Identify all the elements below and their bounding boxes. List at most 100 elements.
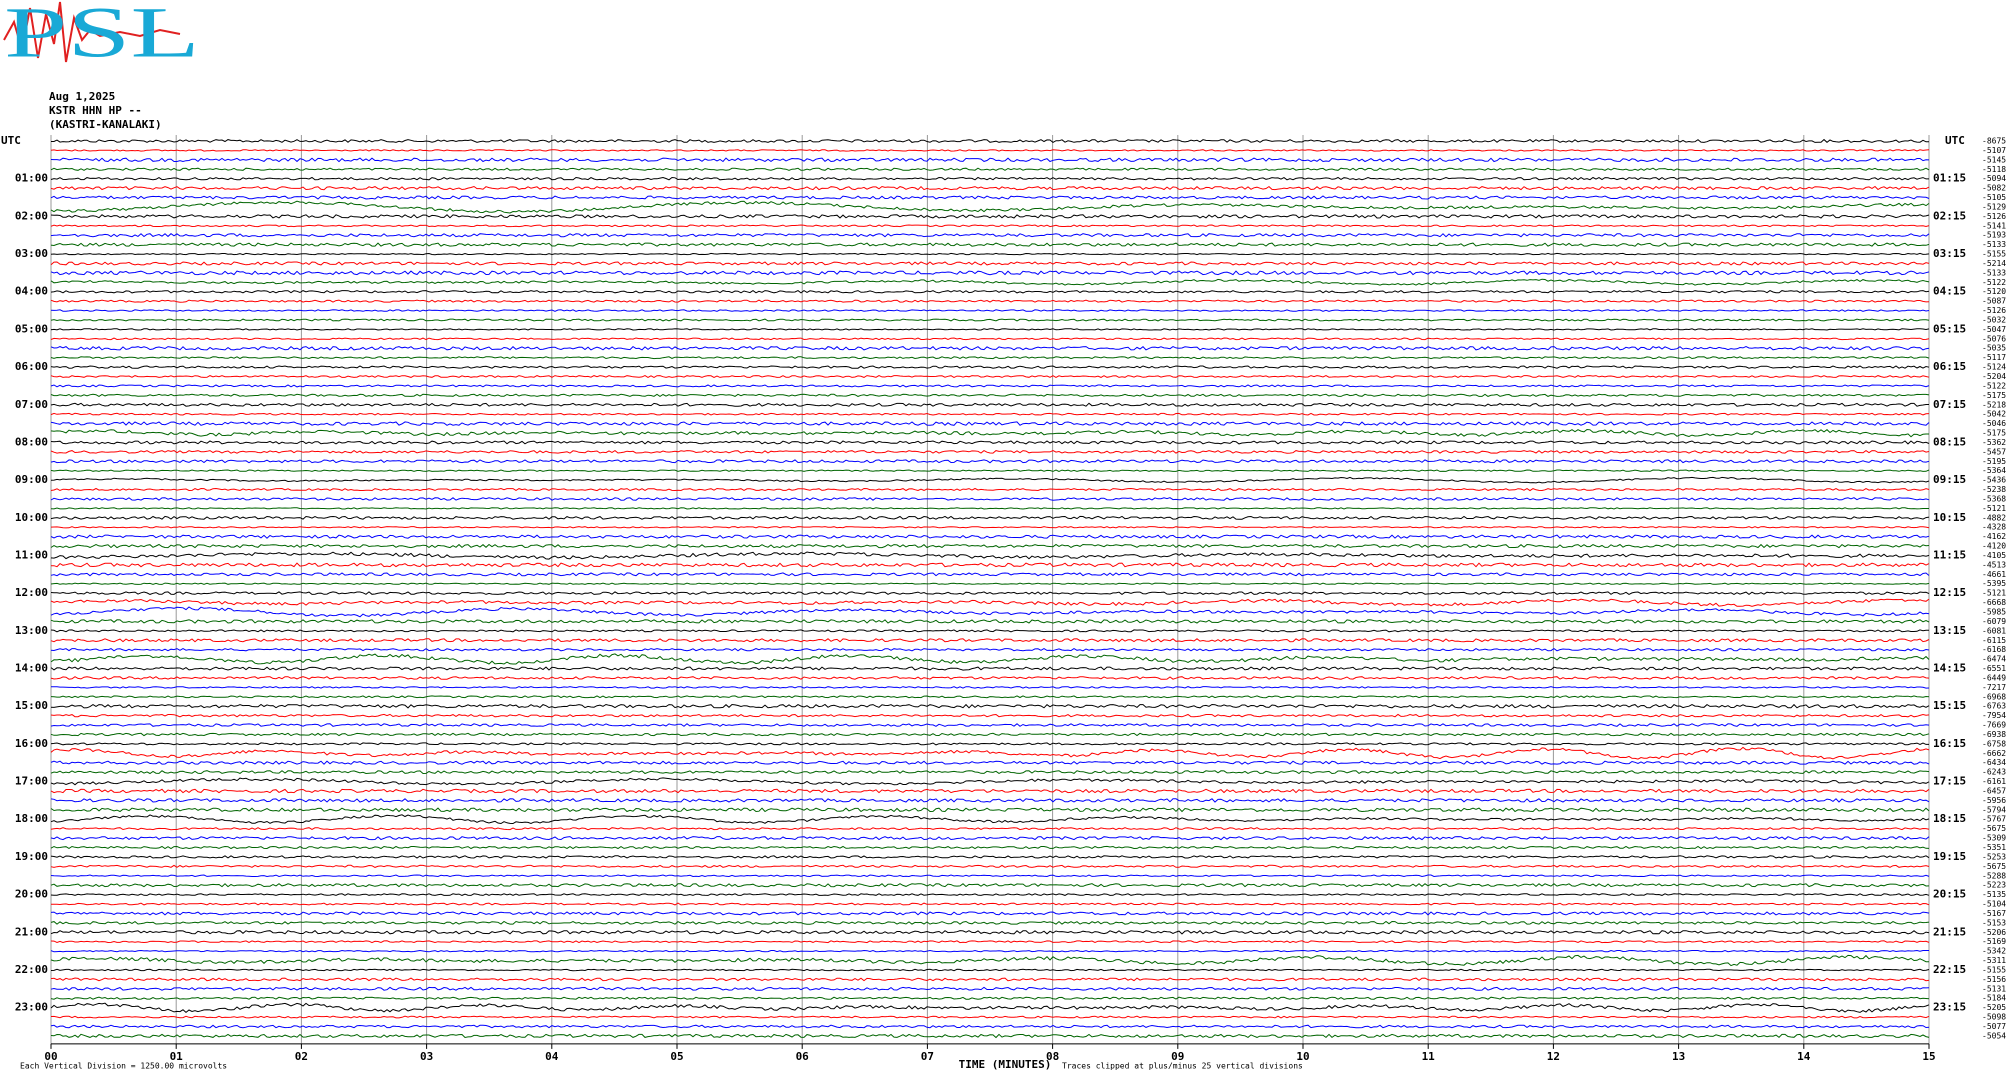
- x-tick-label: 11: [1422, 1050, 1436, 1063]
- trace: [50, 606, 1930, 618]
- trace: [50, 242, 1930, 247]
- trace: [50, 299, 1930, 303]
- trace: [50, 911, 1930, 916]
- trace-offset: -5107: [1982, 146, 2006, 155]
- trace: [50, 345, 1930, 351]
- trace-offset: -5098: [1982, 1013, 2006, 1022]
- left-hour-label: 15:00: [15, 699, 48, 712]
- right-hour-label: 21:15: [1933, 925, 1966, 938]
- trace-offset: -5206: [1982, 928, 2006, 937]
- trace-offset: -4162: [1982, 532, 2006, 541]
- trace-offset: -5238: [1982, 485, 2006, 494]
- trace: [50, 1024, 1930, 1029]
- trace: [50, 469, 1930, 472]
- trace: [50, 647, 1930, 652]
- left-hour-label: 06:00: [15, 360, 48, 373]
- trace: [50, 270, 1930, 276]
- left-hour-label: 08:00: [15, 435, 48, 448]
- right-hour-label: 05:15: [1933, 322, 1966, 335]
- trace: [50, 713, 1930, 718]
- trace: [50, 167, 1930, 171]
- trace: [50, 375, 1930, 378]
- trace: [50, 318, 1930, 322]
- trace: [50, 788, 1930, 794]
- trace: [50, 807, 1930, 813]
- trace-offset: -6243: [1982, 768, 2006, 777]
- trace-offset: -6081: [1982, 626, 2006, 635]
- left-hour-label: 14:00: [15, 662, 48, 675]
- trace: [50, 591, 1930, 596]
- right-hour-label: 20:15: [1933, 888, 1966, 901]
- trace-offset: -5145: [1982, 155, 2006, 164]
- trace-offset: -5155: [1982, 965, 2006, 974]
- left-hour-label: UTC: [1, 134, 21, 147]
- trace-offset: -5184: [1982, 994, 2006, 1003]
- trace-offset: -5169: [1982, 937, 2006, 946]
- trace-offset: -5253: [1982, 852, 2006, 861]
- trace-offset: -5204: [1982, 372, 2006, 381]
- x-tick-label: 04: [545, 1050, 559, 1063]
- trace: [50, 920, 1930, 925]
- trace-offset: -5122: [1982, 381, 2006, 390]
- trace: [50, 393, 1930, 398]
- trace: [50, 954, 1929, 967]
- trace-offset: -5155: [1982, 250, 2006, 259]
- left-hour-label: 23:00: [15, 1001, 48, 1014]
- trace: [50, 883, 1930, 888]
- trace: [50, 261, 1930, 266]
- logo: PSL: [3, 0, 200, 73]
- trace-offset: -5046: [1982, 419, 2006, 428]
- trace: [50, 449, 1930, 454]
- trace: [50, 195, 1930, 200]
- left-hour-label: 18:00: [15, 812, 48, 825]
- station: KSTR HHN HP --: [49, 104, 142, 117]
- trace-offset: -7669: [1982, 721, 2006, 730]
- trace: [50, 149, 1930, 152]
- trace-offset: -5767: [1982, 815, 2006, 824]
- trace-offset: -6115: [1982, 636, 2006, 645]
- right-hour-label: 19:15: [1933, 850, 1966, 863]
- left-hour-label: 21:00: [15, 925, 48, 938]
- trace-offset: -5094: [1982, 174, 2006, 183]
- trace-offset: -4120: [1982, 542, 2006, 551]
- left-hour-label: 04:00: [15, 285, 48, 298]
- trace-offset: -5214: [1982, 259, 2006, 268]
- trace: [50, 440, 1930, 445]
- trace: [50, 1015, 1930, 1019]
- trace: [50, 497, 1930, 501]
- trace: [50, 742, 1929, 746]
- trace-offset: -5120: [1982, 287, 2006, 296]
- trace: [50, 855, 1930, 859]
- trace: [50, 582, 1930, 585]
- trace-offset: -6449: [1982, 673, 2006, 682]
- trace: [50, 732, 1930, 737]
- right-hour-label: 14:15: [1933, 662, 1966, 675]
- x-tick-label: 14: [1797, 1050, 1811, 1063]
- right-hour-label: 15:15: [1933, 699, 1966, 712]
- right-hour-label: 13:15: [1933, 624, 1966, 637]
- trace-offset: -5309: [1982, 834, 2006, 843]
- trace: [50, 289, 1930, 294]
- trace: [50, 534, 1930, 539]
- left-hour-label: 19:00: [15, 850, 48, 863]
- trace: [50, 515, 1930, 520]
- left-hour-label: 07:00: [15, 398, 48, 411]
- left-hour-label: 01:00: [15, 172, 48, 185]
- trace-offset: -5135: [1982, 890, 2006, 899]
- trace: [50, 421, 1930, 426]
- trace-offset: -5288: [1982, 871, 2006, 880]
- trace-offset: -5167: [1982, 909, 2006, 918]
- trace-offset: -5054: [1982, 1031, 2006, 1040]
- scale-note: Each Vertical Division = 1250.00 microvo…: [20, 1062, 227, 1071]
- trace: [50, 940, 1930, 944]
- trace: [50, 412, 1930, 416]
- trace: [50, 365, 1930, 369]
- trace-offset: -5124: [1982, 363, 2006, 372]
- trace-offset: -5077: [1982, 1022, 2006, 1031]
- x-tick-label: 10: [1296, 1050, 1309, 1063]
- trace-offset: -5175: [1982, 429, 2006, 438]
- trace: [50, 176, 1929, 181]
- trace: [50, 233, 1930, 238]
- trace: [50, 402, 1929, 407]
